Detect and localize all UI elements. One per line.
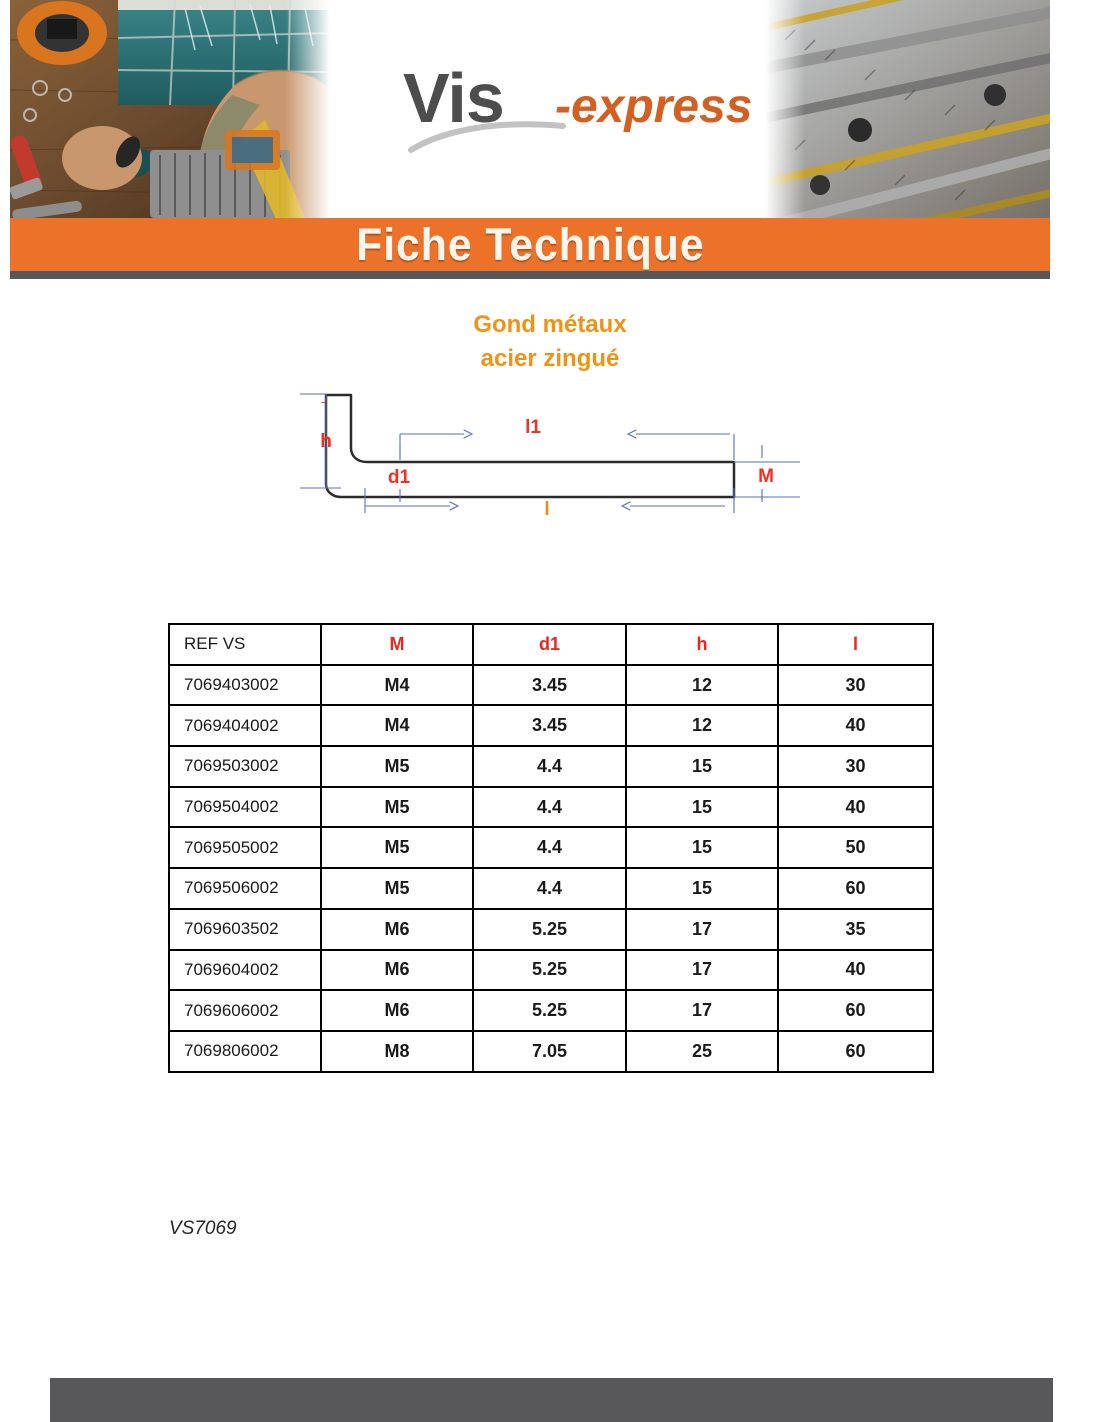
svg-text:M: M [758, 466, 774, 487]
svg-text:l: l [544, 499, 549, 520]
svg-text:d1: d1 [388, 467, 411, 488]
svg-text:h: h [320, 431, 332, 452]
svg-text:-: - [321, 394, 325, 409]
svg-text:l1: l1 [525, 417, 541, 438]
